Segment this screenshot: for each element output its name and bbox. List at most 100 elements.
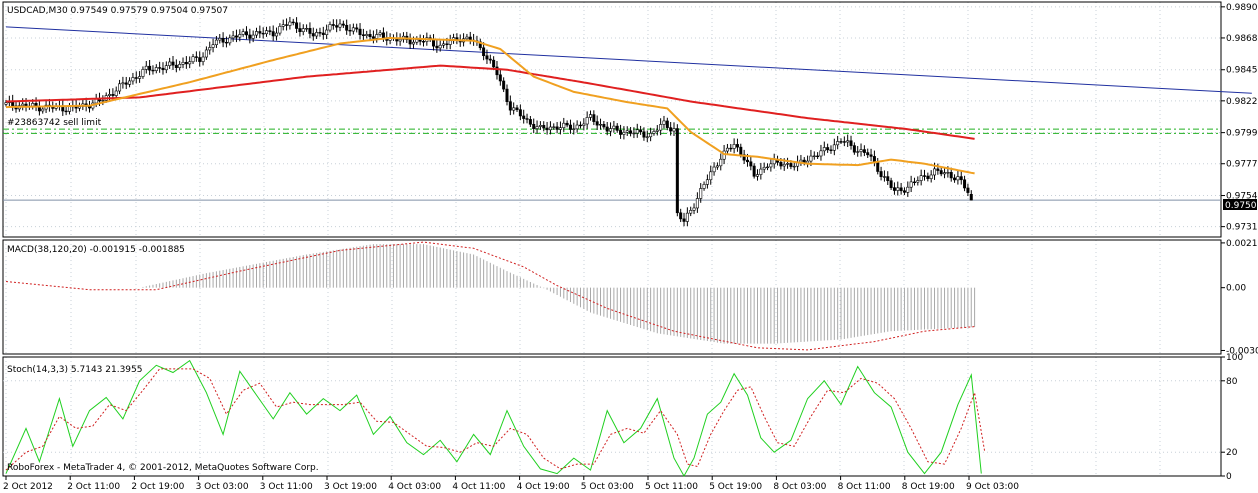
candle-body <box>705 179 709 185</box>
candle-body <box>786 163 790 165</box>
candle-body <box>578 124 582 127</box>
candle-body <box>505 88 509 102</box>
candle-body <box>251 34 255 39</box>
candle-body <box>361 34 365 36</box>
candle-body <box>625 130 629 133</box>
candle-body <box>121 82 125 85</box>
candle-body <box>368 34 372 37</box>
time-tick-label: 8 Oct 11:00 <box>838 482 891 492</box>
candle-body <box>832 144 836 151</box>
candle-body <box>114 90 118 96</box>
candle-body <box>118 83 122 92</box>
price-tick-label: 0.98225 <box>1226 97 1258 107</box>
candle-body <box>268 30 272 32</box>
stoch-main-line <box>5 359 982 478</box>
candle-body <box>415 39 419 43</box>
candle-body <box>816 155 820 158</box>
candle-body <box>288 21 292 26</box>
candle-body <box>599 124 603 126</box>
candle-body <box>448 40 452 45</box>
candle-body <box>238 34 242 38</box>
candle-body <box>649 132 653 138</box>
candle-body <box>946 172 950 174</box>
candle-body <box>953 177 957 181</box>
candle-body <box>151 69 155 72</box>
candle-body <box>548 126 552 131</box>
candle-body <box>338 23 342 28</box>
candle-body <box>565 122 569 126</box>
candle-body <box>305 28 309 30</box>
candle-body <box>709 171 713 181</box>
candle-body <box>328 24 332 31</box>
candle-body <box>672 128 676 132</box>
candle-body <box>281 24 285 27</box>
current-price-marker <box>1223 199 1257 210</box>
stochastic-lines <box>3 359 1221 478</box>
candle-body <box>375 34 379 39</box>
stochastic-label: Stoch(14,3,3) 5.7143 21.3955 <box>7 365 142 375</box>
candle-body <box>872 156 876 162</box>
copyright-text: RoboForex - MetaTrader 4, © 2001-2012, M… <box>7 463 319 473</box>
time-tick-label: 5 Oct 03:00 <box>581 482 634 492</box>
candle-body <box>879 171 883 177</box>
candle-body <box>315 32 319 37</box>
candle-body <box>211 44 215 48</box>
candle-body <box>442 43 446 46</box>
candle-body <box>592 114 596 122</box>
candle-body <box>619 130 623 135</box>
candle-body <box>275 32 279 37</box>
candle-body <box>829 149 833 151</box>
candle-body <box>435 45 439 49</box>
candle-body <box>325 29 329 36</box>
candle-body <box>749 161 753 167</box>
candle-body <box>695 198 699 209</box>
candle-body <box>963 179 967 189</box>
candle-body <box>298 28 302 32</box>
moving-average-slow <box>5 64 975 140</box>
candle-body <box>842 141 846 143</box>
candle-body <box>588 114 592 118</box>
candle-body <box>669 127 673 132</box>
candle-body <box>291 21 295 24</box>
time-tick-label: 4 Oct 19:00 <box>517 482 570 492</box>
candle-body <box>221 37 225 43</box>
macd-panel[interactable]: MACD(38,120,20) -0.001915 -0.001885 0.00… <box>2 239 1258 357</box>
candle-body <box>161 67 165 71</box>
candle-body <box>685 212 689 222</box>
candle-body <box>836 141 840 146</box>
candle-body <box>255 31 259 36</box>
candle-body <box>144 65 148 70</box>
candle-body <box>959 176 963 181</box>
time-axis: 2 Oct 2012 2 Oct 11:00 2 Oct 19:00 3 Oct 03… <box>3 476 1019 492</box>
stochastic-panel[interactable]: Stoch(14,3,3) 5.7143 21.3955 RoboForex -… <box>2 353 1243 482</box>
candle-body <box>128 80 132 85</box>
candle-body <box>488 58 492 61</box>
candle-body <box>508 101 512 111</box>
candle-body <box>919 175 923 181</box>
candle-body <box>675 128 679 214</box>
candle-body <box>278 25 282 34</box>
candle-body <box>936 168 940 171</box>
ma-fast-line <box>5 36 975 175</box>
candle-body <box>699 188 703 199</box>
candle-body <box>652 131 656 134</box>
trendline[interactable] <box>5 26 1252 94</box>
candle-body <box>512 107 516 111</box>
candle-body <box>542 125 546 129</box>
macd-tick-label: 0.00216 <box>1226 239 1258 249</box>
candle-body <box>712 166 716 173</box>
time-tick-label: 4 Oct 03:00 <box>388 482 441 492</box>
price-panel[interactable]: USDCAD,M30 0.97549 0.97579 0.97504 0.975… <box>2 1 1258 238</box>
candle-body <box>438 44 442 49</box>
candle-body <box>702 184 706 189</box>
macd-label: MACD(38,120,20) -0.001915 -0.001885 <box>7 245 185 255</box>
candle-body <box>779 162 783 167</box>
candle-body <box>408 39 412 45</box>
candle-body <box>819 150 823 157</box>
candle-body <box>645 136 649 138</box>
price-tick-label: 0.97315 <box>1226 223 1258 233</box>
candle-body <box>495 66 499 76</box>
stochastic-axis: 100 80 20 0 <box>1221 353 1243 482</box>
macd-tick-label: -0.00303 <box>1226 346 1258 356</box>
